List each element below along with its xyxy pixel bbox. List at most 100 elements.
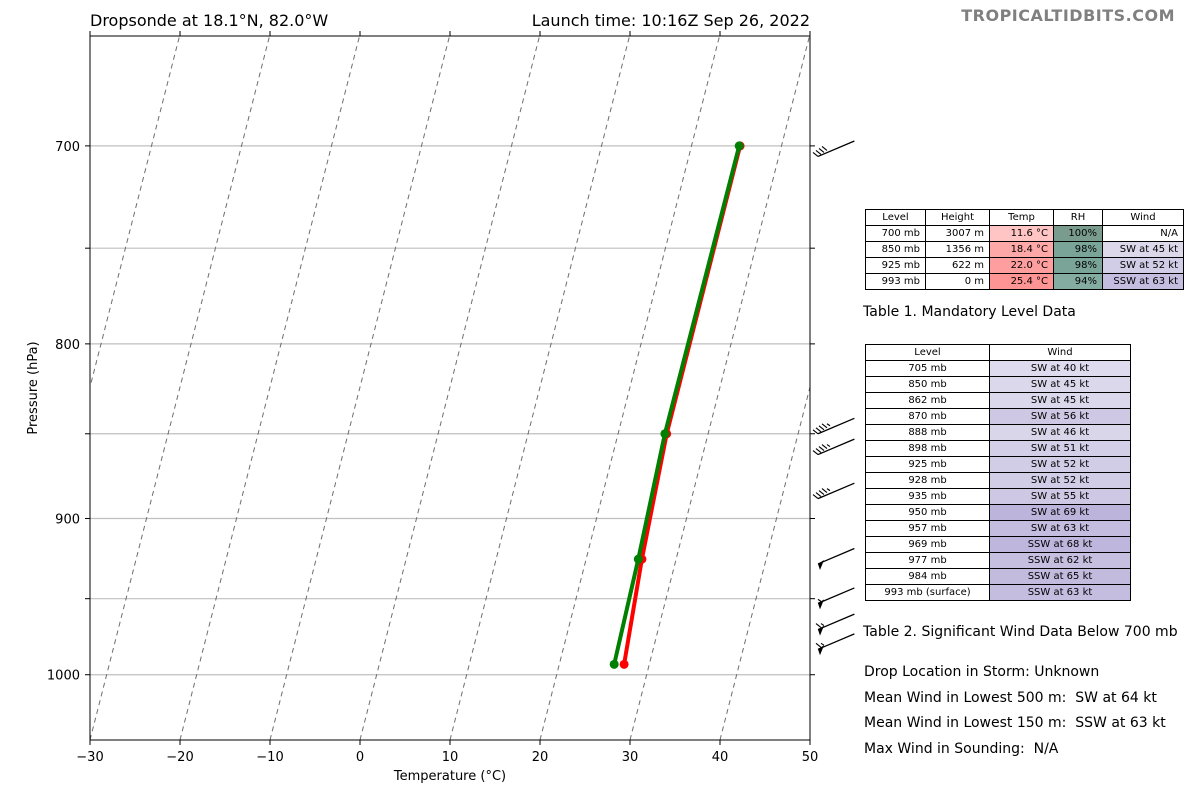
barb-staff: [817, 633, 855, 650]
table-row: 925 mb SW at 52 kt: [865, 456, 1131, 473]
barb-line: [815, 623, 822, 629]
cell-temp: 18.4 °C: [989, 241, 1054, 258]
barb-staff: [817, 417, 855, 435]
barb-line: [812, 450, 819, 455]
barb-half: [826, 423, 831, 427]
barb-half: [820, 623, 825, 627]
data-point: [619, 659, 629, 669]
cell-rh: 100%: [1053, 225, 1103, 242]
cell-wind: SSW at 63 kt: [989, 584, 1131, 601]
cell-height: 622 m: [925, 257, 990, 274]
barb-flag: [818, 645, 824, 656]
isotherm: [539, 36, 721, 740]
table-row: 928 mb SW at 52 kt: [865, 472, 1131, 489]
cell-level: 977 mb: [865, 552, 990, 569]
cell-height: 0 m: [925, 273, 990, 290]
cell-wind: SW at 56 kt: [989, 408, 1131, 425]
pressure-gridlines: [90, 145, 810, 676]
cell-wind: SW at 46 kt: [989, 424, 1131, 441]
header-wind: Wind: [989, 344, 1131, 361]
x-tick-label: −10: [256, 750, 283, 765]
data-point: [734, 141, 744, 151]
cell-wind: SSW at 63 kt: [1102, 273, 1184, 290]
cell-wind: N/A: [1102, 225, 1184, 242]
x-axis-label: Temperature (°C): [393, 769, 506, 784]
barb-staff: [817, 438, 855, 456]
barb-line: [815, 642, 822, 648]
header-rh: RH: [1053, 209, 1103, 226]
header-level: Level: [865, 209, 926, 226]
barb-line: [815, 448, 822, 453]
cell-level: 700 mb: [865, 225, 926, 242]
isotherm: [269, 36, 451, 740]
table-row: 850 mb SW at 45 kt: [865, 376, 1131, 393]
cell-wind: SW at 52 kt: [1102, 257, 1184, 274]
y-axis-label: Pressure (hPa): [26, 341, 41, 434]
barb-staff: [817, 547, 855, 565]
header-wind: Wind: [1102, 209, 1184, 226]
table-header-row: Level Wind: [865, 344, 1131, 361]
mean-wind-500m: Mean Wind in Lowest 500 m: SW at 64 kt: [864, 690, 1157, 706]
barb-line: [818, 446, 825, 451]
table-row: 957 mb SW at 63 kt: [865, 520, 1131, 537]
data-point: [660, 429, 670, 439]
x-axis-ticks: −30 −20 −10 0 10 20 30 40 50: [76, 31, 818, 765]
brand-watermark: TROPICALTIDBITS.COM: [961, 6, 1175, 25]
y-tick-label: 800: [55, 338, 80, 353]
barb-flag: [818, 625, 824, 636]
cell-level: 957 mb: [865, 520, 990, 537]
barb-line: [818, 148, 825, 153]
wind-barb: [815, 613, 855, 636]
wind-barb: [817, 547, 855, 570]
cell-wind: SW at 45 kt: [989, 392, 1131, 409]
table-row: 993 mb (surface) SSW at 63 kt: [865, 584, 1131, 601]
barb-line: [821, 423, 828, 429]
cell-wind: SSW at 68 kt: [989, 536, 1131, 553]
cell-wind: SSW at 62 kt: [989, 552, 1131, 569]
profile-lines: [609, 141, 745, 669]
barb-line: [821, 444, 828, 449]
barb-staff: [817, 587, 855, 604]
skewed-isotherms: [90, 36, 810, 740]
table2-caption: Table 2. Significant Wind Data Below 700…: [863, 624, 1178, 640]
table-row: 925 mb 622 m 22.0 °C 98% SW at 52 kt: [865, 257, 1184, 274]
header-level: Level: [865, 344, 990, 361]
table-row: 705 mb SW at 40 kt: [865, 360, 1131, 377]
x-tick-label: −30: [76, 750, 103, 765]
x-tick-label: 10: [442, 750, 459, 765]
cell-rh: 94%: [1053, 273, 1103, 290]
cell-wind: SW at 55 kt: [989, 488, 1131, 505]
table-row: 888 mb SW at 46 kt: [865, 424, 1131, 441]
launch-time: Launch time: 10:16Z Sep 26, 2022: [531, 11, 810, 30]
barb-line: [815, 492, 822, 498]
x-tick-label: 20: [532, 750, 549, 765]
cell-rh: 98%: [1053, 257, 1103, 274]
drop-location: Drop Location in Storm: Unknown: [864, 664, 1100, 680]
barb-line: [818, 490, 825, 496]
cell-wind: SW at 51 kt: [989, 440, 1131, 457]
table-row: 969 mb SSW at 68 kt: [865, 536, 1131, 553]
cell-wind: SW at 45 kt: [989, 376, 1131, 393]
barb-half: [820, 642, 825, 646]
y-axis-ticks: 700 800 900 1000: [47, 140, 815, 684]
wind-barbs: [812, 140, 855, 656]
table-row: 950 mb SW at 69 kt: [865, 504, 1131, 521]
cell-level: 984 mb: [865, 568, 990, 585]
cell-wind: SW at 69 kt: [989, 504, 1131, 521]
barb-half: [826, 488, 831, 492]
barb-staff: [817, 140, 855, 158]
series-line: [622, 145, 743, 665]
isotherm: [359, 36, 541, 740]
table-row: 862 mb SW at 45 kt: [865, 392, 1131, 409]
series-line: [612, 145, 742, 665]
max-wind: Max Wind in Sounding: N/A: [864, 741, 1059, 757]
isotherm: [629, 36, 810, 740]
mandatory-level-table: Level Height Temp RH Wind 700 mb 3007 m 11…: [865, 209, 1184, 290]
wind-barb: [815, 633, 855, 656]
cell-level: 928 mb: [865, 472, 990, 489]
table-row: 850 mb 1356 m 18.4 °C 98% SW at 45 kt: [865, 241, 1184, 258]
cell-wind: SW at 52 kt: [989, 456, 1131, 473]
cell-level: 862 mb: [865, 392, 990, 409]
table-row: 993 mb 0 m 25.4 °C 94% SSW at 63 kt: [865, 273, 1184, 290]
barb-line: [818, 425, 825, 431]
